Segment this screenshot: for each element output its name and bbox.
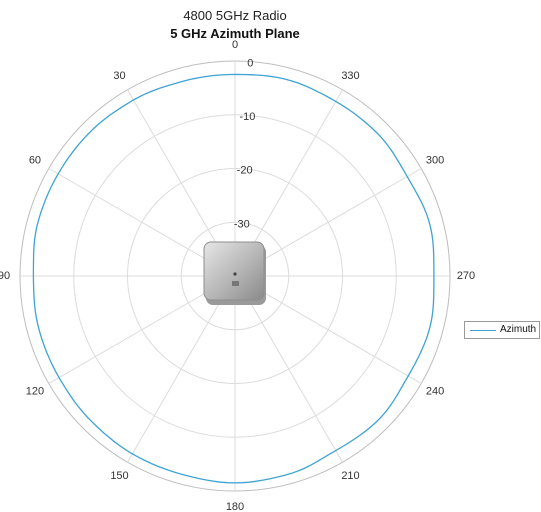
grid-spoke (234, 168, 422, 277)
r-tick-label: 0 (247, 57, 253, 69)
theta-tick-label: 90 (0, 270, 10, 282)
theta-tick-label: 0 (232, 39, 238, 51)
theta-tick-label: 180 (226, 501, 244, 512)
theta-tick-label: 270 (457, 270, 475, 282)
theta-tick-label: 150 (110, 470, 128, 482)
theta-tick-label: 240 (426, 386, 444, 398)
series-layer (32, 73, 435, 484)
series-line-azimuth (32, 73, 435, 484)
access-point-image (203, 241, 266, 305)
theta-tick-label: 300 (426, 155, 444, 167)
r-tick-label: -20 (237, 165, 253, 177)
legend-label-azimuth: Azimuth (500, 324, 537, 335)
chart-title: 4800 5GHz Radio (183, 8, 287, 23)
r-tick-label: -10 (239, 111, 255, 123)
theta-tick-label: 210 (341, 470, 359, 482)
theta-tick-label: 330 (341, 70, 359, 82)
legend: Azimuth (464, 321, 540, 339)
grid-spoke (127, 275, 236, 463)
chart-subtitle: 5 GHz Azimuth Plane (170, 26, 300, 41)
r-tick-labels: 0 -10 -20 -30 (234, 57, 256, 230)
theta-tick-labels: 0 30 60 90 120 150 180 210 240 270 300 330 (0, 39, 475, 512)
legend-line-azimuth (470, 330, 496, 331)
theta-tick-label: 30 (113, 70, 125, 82)
theta-tick-label: 120 (26, 386, 44, 398)
theta-tick-label: 60 (29, 155, 41, 167)
grid-spoke (234, 275, 422, 384)
grid-spoke (234, 275, 343, 463)
r-tick-label: -30 (234, 218, 250, 230)
